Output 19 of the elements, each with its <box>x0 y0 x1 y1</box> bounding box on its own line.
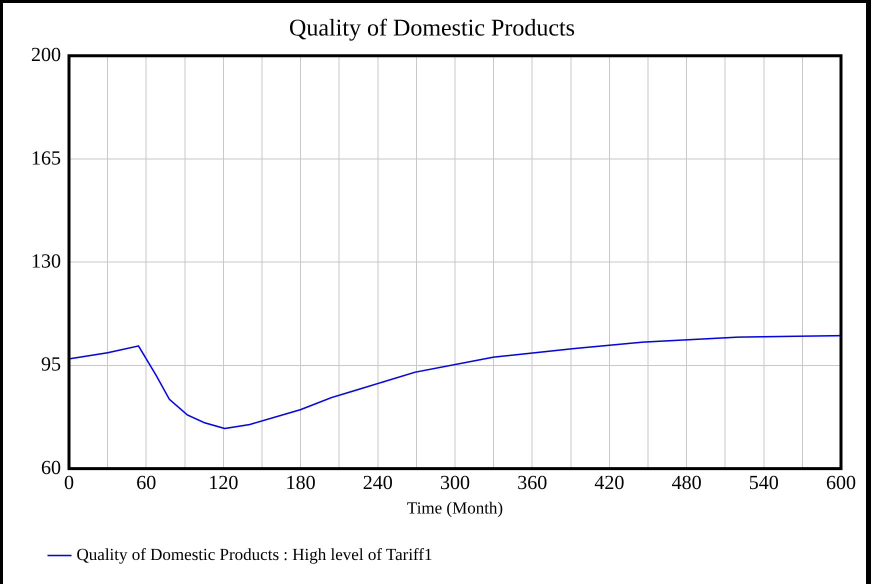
x-tick-label: 420 <box>594 472 624 494</box>
x-tick-label: 480 <box>672 472 702 494</box>
y-tick-label: 130 <box>31 250 61 272</box>
x-axis-title: Time (Month) <box>406 498 504 518</box>
y-tick-label: 165 <box>31 147 61 170</box>
y-tick-label: 95 <box>41 354 61 376</box>
x-tick-label: 360 <box>517 472 548 494</box>
x-tick-label: 300 <box>440 472 470 494</box>
legend-label: Quality of Domestic Products : High level of Tariff1 <box>76 544 433 564</box>
x-tick-label: 540 <box>748 472 779 494</box>
y-tick-label: 200 <box>31 44 61 66</box>
x-tick-label: 600 <box>826 472 856 494</box>
x-tick-label: 120 <box>208 472 238 494</box>
chart-title: Quality of Domestic Products <box>289 16 575 42</box>
x-tick-label: 180 <box>286 472 316 494</box>
x-tick-label: 60 <box>136 472 156 494</box>
y-tick-label: 60 <box>41 456 61 479</box>
x-tick-label: 240 <box>362 472 393 494</box>
x-tick-label: 0 <box>64 472 74 494</box>
